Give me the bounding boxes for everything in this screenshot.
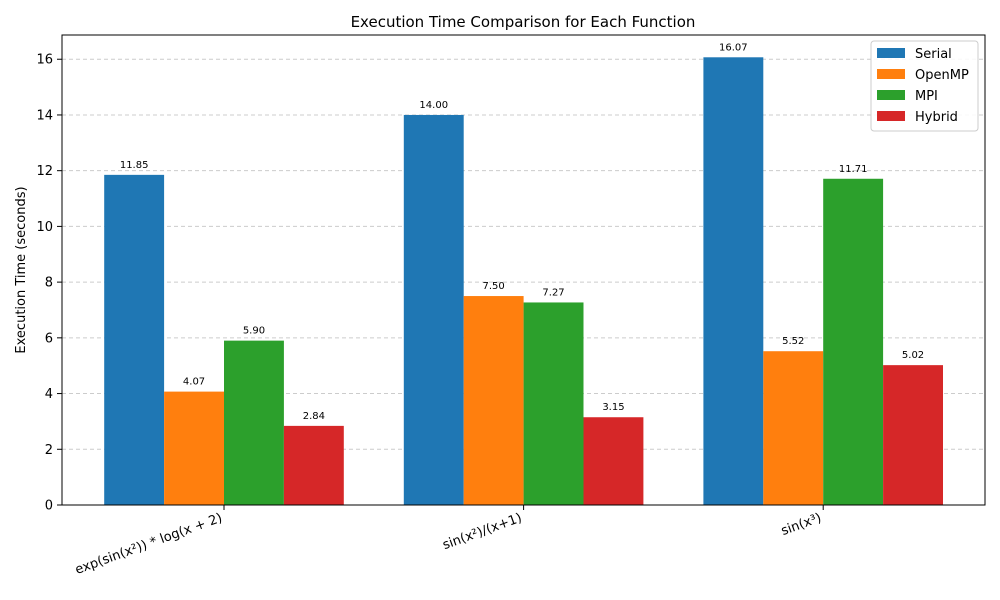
bar-serial[interactable] — [703, 57, 764, 505]
legend-swatch-serial — [877, 48, 905, 58]
data-labels-group: 11.85 4.07 5.90 2.84 14.00 7.50 7.27 3.15 16.07 5… — [120, 42, 924, 422]
data-label: 11.85 — [120, 160, 149, 171]
y-tick-label: 4 — [45, 387, 53, 402]
legend-swatch-mpi — [877, 90, 905, 100]
data-label: 3.15 — [602, 402, 624, 413]
data-label: 16.07 — [719, 42, 748, 53]
bar-mpi[interactable] — [823, 178, 884, 505]
legend[interactable]: Serial OpenMP MPI Hybrid — [870, 40, 979, 132]
bar-openmp[interactable] — [164, 391, 224, 505]
bars-group — [104, 57, 943, 506]
bar-serial[interactable] — [104, 174, 165, 506]
y-axis: 0 2 4 6 8 10 12 14 16 — [36, 53, 62, 514]
data-label: 5.02 — [902, 350, 924, 361]
data-label: 2.84 — [303, 411, 325, 422]
data-label: 5.90 — [243, 326, 265, 337]
y-tick-label: 2 — [45, 443, 53, 458]
legend-label-serial: Serial — [915, 47, 952, 62]
data-label: 14.00 — [419, 100, 448, 111]
y-axis-title: Execution Time (seconds) — [14, 186, 29, 353]
data-label: 4.07 — [183, 377, 205, 388]
data-label: 7.27 — [542, 287, 564, 298]
bar-serial[interactable] — [403, 114, 464, 506]
legend-label-hybrid: Hybrid — [915, 110, 958, 125]
bar-openmp[interactable] — [463, 296, 524, 505]
y-tick-label: 14 — [36, 108, 53, 123]
bar-hybrid[interactable] — [283, 425, 344, 505]
bar-hybrid[interactable] — [583, 417, 644, 505]
y-tick-label: 10 — [36, 220, 53, 235]
bar-hybrid[interactable] — [883, 365, 943, 505]
y-tick-label: 0 — [45, 499, 53, 514]
data-label: 11.71 — [839, 164, 868, 175]
legend-label-openmp: OpenMP — [915, 68, 969, 83]
data-label: 5.52 — [782, 336, 804, 347]
legend-box — [870, 40, 979, 132]
data-label: 7.50 — [483, 281, 505, 292]
bar-openmp[interactable] — [763, 351, 824, 505]
y-tick-label: 12 — [36, 164, 53, 179]
bar-mpi[interactable] — [523, 302, 584, 505]
chart-title: Execution Time Comparison for Each Funct… — [351, 13, 696, 31]
y-tick-label: 16 — [36, 53, 53, 68]
legend-swatch-hybrid — [877, 111, 905, 121]
bar-mpi[interactable] — [224, 340, 284, 505]
legend-swatch-openmp — [877, 69, 905, 79]
y-tick-label: 6 — [45, 331, 53, 346]
y-tick-label: 8 — [45, 276, 53, 291]
legend-label-mpi: MPI — [915, 89, 938, 104]
